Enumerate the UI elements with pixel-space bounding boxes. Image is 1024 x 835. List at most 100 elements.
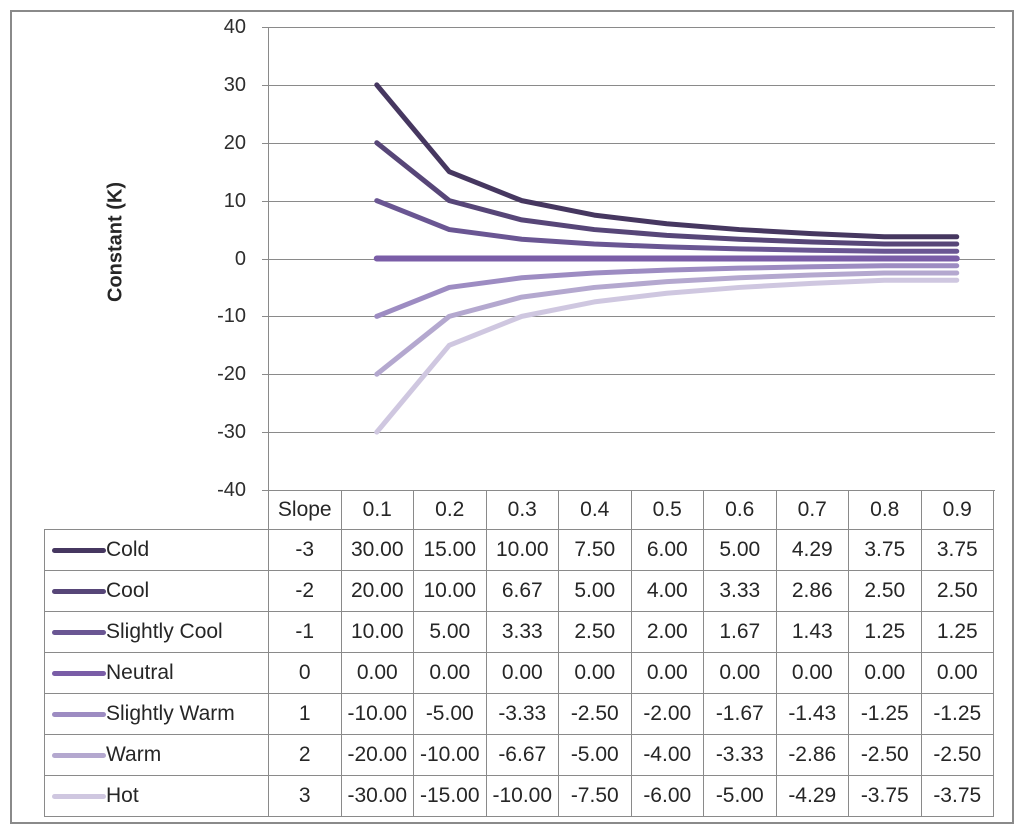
slope-value-cell: 3 <box>268 775 342 817</box>
value-cell-cold-0.6: 5.00 <box>703 529 777 571</box>
value-cell-neutral-0.4: 0.00 <box>558 652 632 694</box>
value-cell-hot-0.2: -15.00 <box>413 775 487 817</box>
table-row-hot: Hot 3 -30.00 -15.00 -10.00 -7.50 -6.00 -5.00 -4.… <box>44 775 994 817</box>
table-row-neutral: Neutral 0 0.00 0.00 0.00 0.00 0.00 0.00 0.00 0.00… <box>44 652 994 694</box>
value-cell-cold-0.5: 6.00 <box>630 529 704 571</box>
value-cell-slightly-warm-0.3: -3.33 <box>485 693 559 735</box>
legend-cell-neutral: Neutral <box>44 652 269 694</box>
slope-value-cell: -3 <box>268 529 342 571</box>
value-cell-cool-0.7: 2.86 <box>775 570 849 612</box>
col-header-0.6: 0.6 <box>703 490 777 530</box>
y-axis-tick-label: -30 <box>217 421 246 444</box>
table-header-row: Slope 0.1 0.2 0.3 0.4 0.5 0.6 0.7 0.8 0.9 <box>45 490 994 530</box>
value-cell-neutral-0.2: 0.00 <box>413 652 487 694</box>
slope-value-cell: -1 <box>268 611 342 653</box>
value-cell-warm-0.8: -2.50 <box>848 734 922 776</box>
slope-value-cell: -2 <box>268 570 342 612</box>
value-cell-slightly-warm-0.7: -1.43 <box>775 693 849 735</box>
value-cell-warm-0.9: -2.50 <box>920 734 994 776</box>
legend-cell-slightly-cool: Slightly Cool <box>44 611 269 653</box>
y-axis-tick-label: 0 <box>234 247 246 270</box>
data-table: Slope 0.1 0.2 0.3 0.4 0.5 0.6 0.7 0.8 0.9 Cold -3 30… <box>44 490 994 817</box>
value-cell-warm-0.2: -10.00 <box>413 734 487 776</box>
y-axis-tick-label: 40 <box>223 16 246 38</box>
legend-line-swatch-icon <box>52 670 106 676</box>
col-header-slope: Slope <box>268 490 342 530</box>
value-cell-warm-0.4: -5.00 <box>558 734 632 776</box>
series-line-cool <box>374 140 960 247</box>
legend-line-swatch-icon <box>52 752 106 758</box>
table-row-cool: Cool -2 20.00 10.00 6.67 5.00 4.00 3.33 2.86 2.50… <box>44 570 994 612</box>
value-cell-cold-0.2: 15.00 <box>413 529 487 571</box>
table-corner-spacer <box>45 491 269 530</box>
value-cell-hot-0.4: -7.50 <box>558 775 632 817</box>
value-cell-slightly-cool-0.4: 2.50 <box>558 611 632 653</box>
col-header-0.3: 0.3 <box>485 490 559 530</box>
value-cell-slightly-cool-0.7: 1.43 <box>775 611 849 653</box>
col-header-0.7: 0.7 <box>775 490 849 530</box>
legend-cell-warm: Warm <box>44 734 269 776</box>
value-cell-warm-0.3: -6.67 <box>485 734 559 776</box>
value-cell-cold-0.4: 7.50 <box>558 529 632 571</box>
value-cell-warm-0.6: -3.33 <box>703 734 777 776</box>
col-header-0.1: 0.1 <box>340 490 414 530</box>
value-cell-cold-0.7: 4.29 <box>775 529 849 571</box>
slope-value-cell: 2 <box>268 734 342 776</box>
value-cell-hot-0.5: -6.00 <box>630 775 704 817</box>
value-cell-warm-0.5: -4.00 <box>630 734 704 776</box>
slope-value-cell: 1 <box>268 693 342 735</box>
value-cell-slightly-warm-0.5: -2.00 <box>630 693 704 735</box>
value-cell-neutral-0.1: 0.00 <box>340 652 414 694</box>
value-cell-neutral-0.5: 0.00 <box>630 652 704 694</box>
y-axis-title: Constant (K) <box>104 182 127 302</box>
value-cell-cold-0.8: 3.75 <box>848 529 922 571</box>
value-cell-cool-0.8: 2.50 <box>848 570 922 612</box>
legend-cell-cool: Cool <box>44 570 269 612</box>
value-cell-hot-0.3: -10.00 <box>485 775 559 817</box>
legend-line-swatch-icon <box>52 547 106 553</box>
value-cell-slightly-warm-0.6: -1.67 <box>703 693 777 735</box>
value-cell-cool-0.2: 10.00 <box>413 570 487 612</box>
value-cell-cool-0.5: 4.00 <box>630 570 704 612</box>
value-cell-slightly-cool-0.8: 1.25 <box>848 611 922 653</box>
value-cell-hot-0.7: -4.29 <box>775 775 849 817</box>
y-axis-tick-label: 20 <box>223 131 246 154</box>
series-label: Slightly Cool <box>106 620 223 643</box>
legend-cell-hot: Hot <box>44 775 269 817</box>
series-label: Hot <box>106 784 139 807</box>
value-cell-slightly-warm-0.9: -1.25 <box>920 693 994 735</box>
value-cell-neutral-0.3: 0.00 <box>485 652 559 694</box>
value-cell-cool-0.1: 20.00 <box>340 570 414 612</box>
legend-line-swatch-icon <box>52 793 106 799</box>
value-cell-slightly-cool-0.5: 2.00 <box>630 611 704 653</box>
value-cell-neutral-0.9: 0.00 <box>920 652 994 694</box>
legend-cell-cold: Cold <box>44 529 269 571</box>
value-cell-cool-0.6: 3.33 <box>703 570 777 612</box>
line-chart <box>262 27 995 491</box>
series-line-cold <box>374 82 960 240</box>
legend-line-swatch-icon <box>52 588 106 594</box>
value-cell-hot-0.8: -3.75 <box>848 775 922 817</box>
table-row-slightly-cool: Slightly Cool -1 10.00 5.00 3.33 2.50 2.00 1.67… <box>44 611 994 653</box>
value-cell-slightly-warm-0.8: -1.25 <box>848 693 922 735</box>
series-line-hot <box>374 277 960 435</box>
series-label: Cool <box>106 579 150 602</box>
series-label: Neutral <box>106 661 174 684</box>
y-axis-tick-label: -40 <box>217 479 246 501</box>
series-label: Warm <box>106 743 162 766</box>
value-cell-neutral-0.7: 0.00 <box>775 652 849 694</box>
col-header-0.2: 0.2 <box>413 490 487 530</box>
table-row-slightly-warm: Slightly Warm 1 -10.00 -5.00 -3.33 -2.50 -2.00… <box>44 693 994 735</box>
col-header-0.5: 0.5 <box>630 490 704 530</box>
y-axis-tick-label: 10 <box>223 189 246 212</box>
value-cell-cold-0.1: 30.00 <box>340 529 414 571</box>
legend-cell-slightly-warm: Slightly Warm <box>44 693 269 735</box>
value-cell-cool-0.4: 5.00 <box>558 570 632 612</box>
value-cell-slightly-cool-0.6: 1.67 <box>703 611 777 653</box>
slope-value-cell: 0 <box>268 652 342 694</box>
value-cell-slightly-cool-0.9: 1.25 <box>920 611 994 653</box>
y-axis-tick-label: -10 <box>217 305 246 328</box>
value-cell-cool-0.3: 6.67 <box>485 570 559 612</box>
value-cell-cool-0.9: 2.50 <box>920 570 994 612</box>
series-line-slightly-cool <box>374 198 960 254</box>
